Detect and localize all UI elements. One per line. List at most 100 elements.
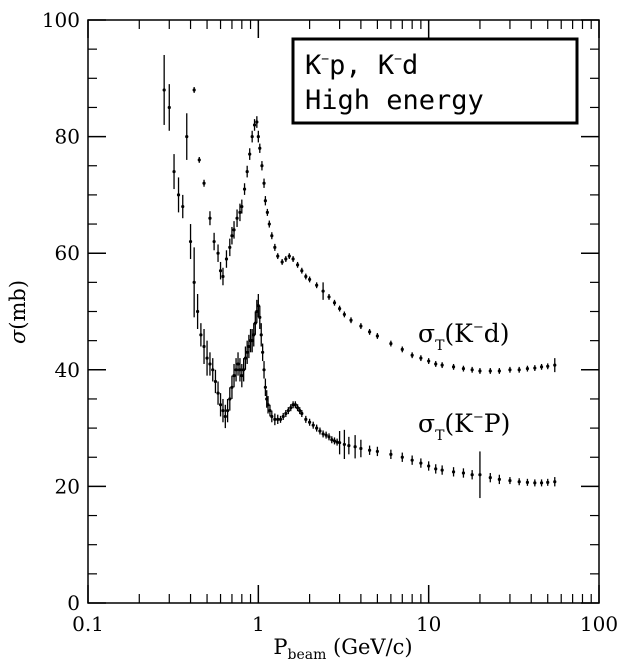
data-point	[304, 274, 308, 279]
data-point	[273, 245, 277, 249]
data-point	[359, 446, 363, 451]
y-tick-label: 40	[55, 358, 80, 382]
y-tick-label: 100	[42, 8, 80, 32]
data-point	[410, 353, 414, 357]
data-point	[236, 362, 240, 366]
data-point	[248, 152, 252, 156]
data-point	[508, 478, 512, 483]
data-point	[221, 409, 225, 413]
data-point	[221, 274, 225, 279]
series-kp-points	[162, 54, 557, 499]
data-point	[202, 181, 206, 185]
data-point	[400, 347, 404, 351]
data-point	[367, 330, 372, 334]
data-point	[218, 403, 223, 407]
y-tick-label: 80	[55, 125, 80, 149]
data-point	[192, 88, 196, 92]
data-point	[508, 368, 512, 372]
data-point	[225, 409, 230, 413]
data-point	[224, 257, 229, 261]
x-tick-label: 10	[416, 612, 441, 636]
series-label-kd: σT(K−d)	[418, 319, 510, 354]
data-point	[216, 391, 220, 395]
data-point	[332, 439, 337, 443]
data-point	[242, 187, 247, 191]
data-point	[284, 411, 288, 416]
data-point	[332, 301, 337, 305]
data-point	[240, 374, 244, 378]
data-point	[232, 374, 236, 378]
data-point	[327, 295, 331, 299]
data-point	[533, 366, 537, 370]
legend-line-2: High energy	[305, 85, 484, 116]
y-tick-label: 0	[67, 591, 80, 615]
data-point	[295, 263, 300, 267]
data-point	[347, 443, 351, 448]
data-point	[258, 315, 262, 319]
data-point	[205, 356, 209, 360]
data-point	[367, 448, 372, 452]
data-point	[335, 440, 339, 444]
data-point	[208, 362, 212, 366]
data-point	[259, 333, 263, 337]
y-tick-label: 20	[55, 474, 80, 498]
data-point	[287, 254, 291, 258]
data-point	[327, 435, 331, 439]
data-point	[461, 471, 466, 475]
data-point	[276, 254, 280, 258]
data-point	[427, 464, 431, 468]
data-point	[434, 362, 438, 366]
data-point	[315, 283, 319, 287]
data-point	[243, 356, 248, 360]
data-point	[260, 164, 264, 168]
data-point	[321, 432, 325, 436]
data-point	[235, 216, 239, 220]
data-point	[451, 470, 456, 474]
x-tick-label: 1	[252, 612, 265, 636]
data-point	[342, 442, 346, 447]
legend-line-1: K−p, K−d	[305, 50, 418, 81]
data-point	[461, 367, 466, 371]
data-point	[321, 289, 325, 293]
data-point	[315, 426, 319, 430]
data-point	[293, 403, 297, 407]
data-point	[199, 333, 203, 337]
data-point	[553, 363, 557, 367]
data-point	[256, 304, 260, 308]
data-point	[281, 414, 285, 419]
data-point	[539, 481, 544, 485]
data-point	[181, 204, 185, 209]
data-point	[252, 333, 256, 337]
data-point	[242, 368, 246, 372]
data-point	[188, 239, 193, 244]
data-point	[240, 204, 244, 209]
data-point	[308, 420, 312, 424]
data-point	[525, 480, 530, 484]
data-point	[295, 406, 300, 410]
data-point	[389, 452, 393, 456]
data-point	[267, 222, 271, 226]
data-point	[216, 251, 220, 255]
data-point	[338, 441, 342, 445]
data-point	[497, 369, 501, 373]
data-point	[440, 468, 444, 472]
data-point	[232, 228, 236, 232]
data-point	[262, 368, 266, 372]
y-axis-ticks: 0 20 40 60 80 100	[42, 8, 599, 615]
data-point	[176, 193, 181, 197]
data-point	[349, 318, 353, 322]
data-point	[359, 324, 363, 328]
data-point	[263, 385, 267, 389]
x-tick-label: 100	[580, 612, 618, 636]
data-point	[228, 245, 232, 249]
data-point	[427, 359, 431, 363]
data-point	[286, 409, 290, 413]
data-point	[245, 169, 249, 174]
data-point	[218, 269, 223, 273]
data-point	[280, 260, 284, 264]
data-point	[546, 480, 550, 484]
data-point	[525, 367, 530, 371]
data-point	[304, 417, 308, 421]
data-point	[192, 280, 196, 284]
